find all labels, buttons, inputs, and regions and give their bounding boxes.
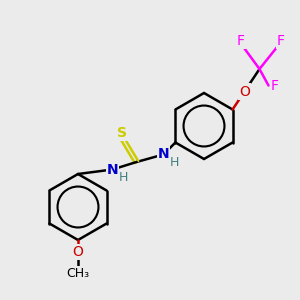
Text: O: O: [73, 245, 83, 259]
Text: F: F: [237, 34, 244, 48]
Text: S: S: [117, 126, 128, 140]
Text: O: O: [239, 85, 250, 98]
Text: N: N: [158, 148, 169, 161]
Text: F: F: [277, 34, 285, 48]
Text: H: H: [119, 171, 129, 184]
Text: H: H: [170, 156, 180, 170]
Text: F: F: [271, 79, 279, 92]
Text: N: N: [107, 163, 118, 176]
Text: CH₃: CH₃: [66, 267, 90, 280]
